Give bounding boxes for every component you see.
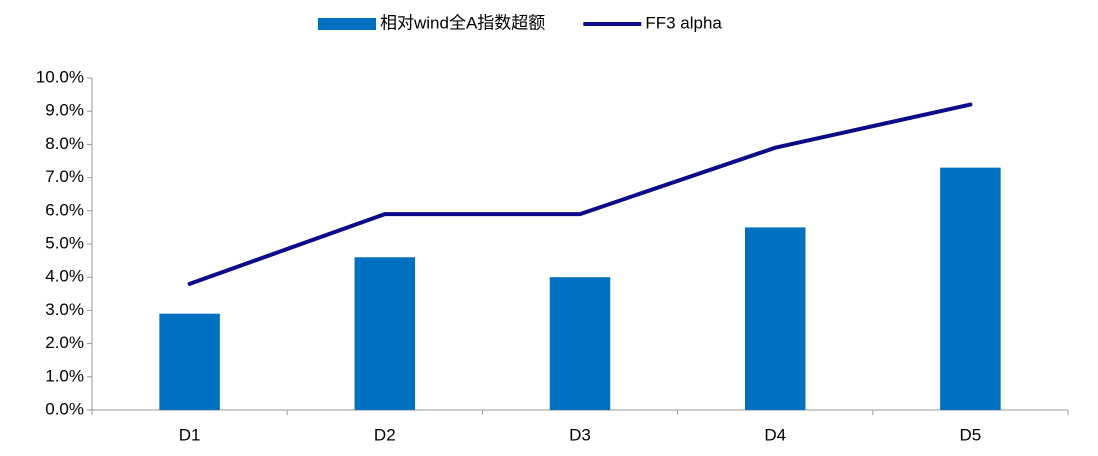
legend-swatch [318,18,376,30]
x-tick-label: D4 [764,425,786,444]
y-tick-label: 9.0% [45,101,84,120]
y-tick-label: 4.0% [45,267,84,286]
y-tick-label: 2.0% [45,333,84,352]
line [187,102,973,286]
bar [744,227,806,410]
y-tick-label: 7.0% [45,167,84,186]
y-tick-label: 6.0% [45,200,84,219]
x-tick-label: D1 [179,425,201,444]
x-tick-label: D2 [374,425,396,444]
bar [354,257,416,410]
y-tick-label: 1.0% [45,366,84,385]
y-tick-label: 0.0% [45,399,84,418]
bar [159,313,220,410]
legend-label: 相对wind全A指数超额 [380,13,545,32]
y-tick-label: 3.0% [45,300,84,319]
legend-label: FF3 alpha [645,13,722,32]
bar [549,277,611,410]
x-tick-label: D5 [960,425,982,444]
y-tick-label: 8.0% [45,134,84,153]
y-tick-label: 5.0% [45,233,84,252]
y-tick-label: 10.0% [36,67,84,86]
x-tick-label: D3 [569,425,591,444]
bar [940,167,1001,410]
